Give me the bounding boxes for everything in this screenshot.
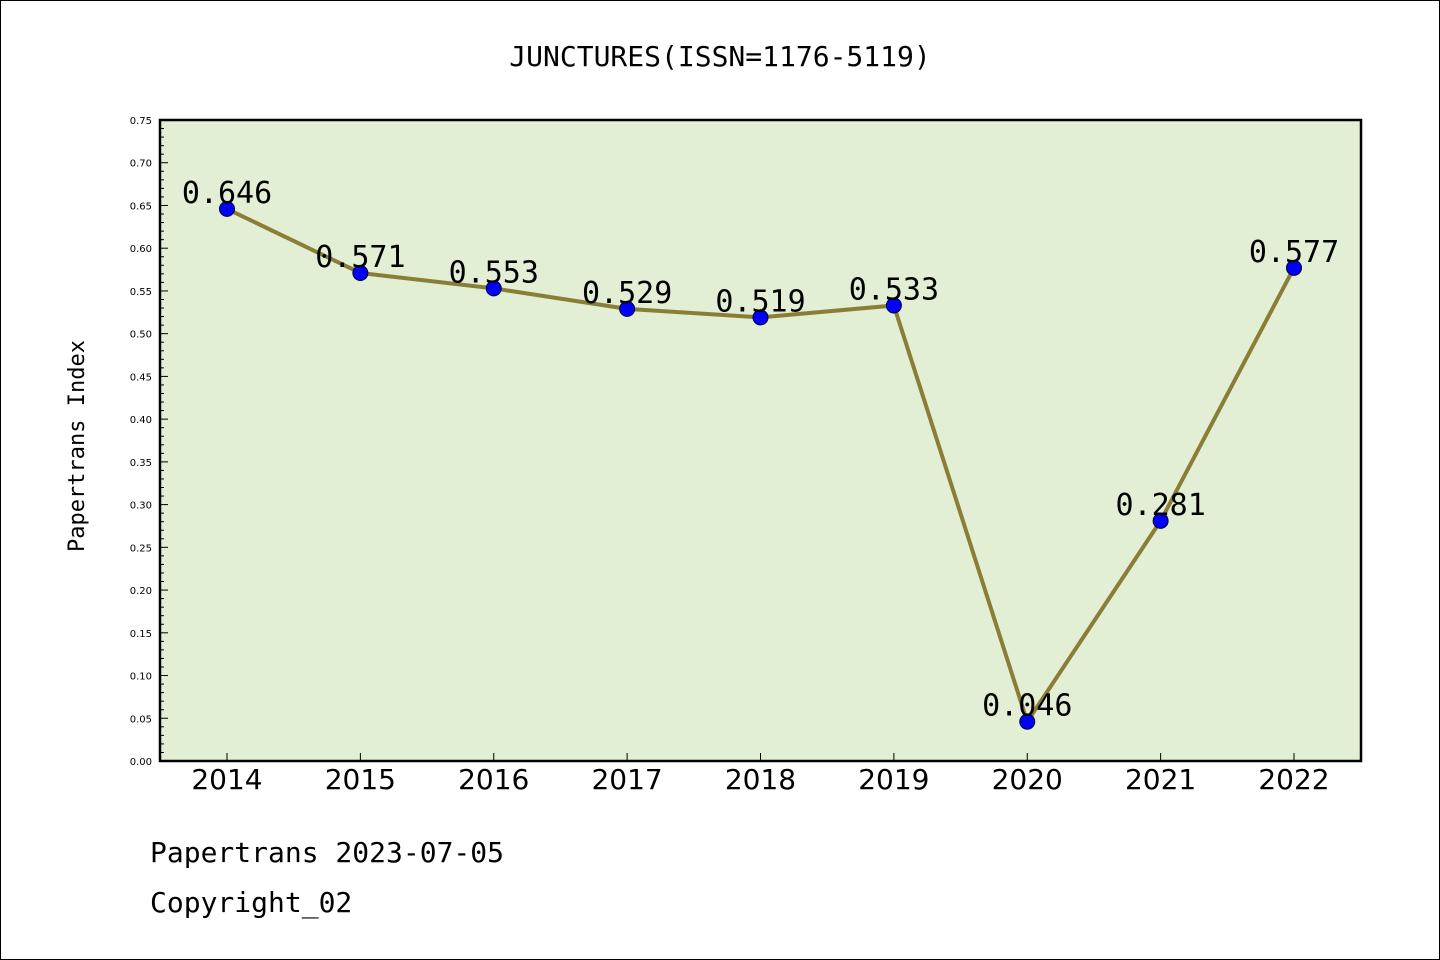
data-label-2015: 0.571: [315, 240, 405, 275]
y-tick-label: 0.40: [130, 415, 152, 426]
x-tick-label: 2019: [858, 763, 929, 796]
data-label-2017: 0.529: [582, 276, 672, 311]
data-point-2016: [485, 280, 502, 297]
data-label-2020: 0.046: [982, 689, 1072, 724]
y-tick-label: 0.65: [130, 201, 152, 212]
y-tick-label: 0.45: [130, 372, 152, 383]
data-label-2022: 0.577: [1249, 235, 1339, 270]
y-tick-label: 0.30: [130, 501, 152, 512]
data-point-2019: [885, 297, 902, 314]
y-tick-label: 0.35: [130, 458, 152, 469]
y-tick-label: 0.20: [130, 586, 152, 597]
footer-copyright-text: Copyright_02: [150, 886, 353, 919]
data-point-2015: [352, 264, 369, 281]
y-tick-label: 0.10: [130, 672, 152, 683]
y-tick-label: 0.00: [130, 757, 152, 768]
data-label-2019: 0.533: [849, 272, 939, 307]
y-axis-label: Papertrans Index: [65, 340, 90, 552]
data-label-2016: 0.553: [449, 255, 539, 290]
y-tick-label: 0.15: [130, 629, 152, 640]
data-label-2014: 0.646: [182, 176, 272, 211]
data-point-2021: [1152, 512, 1169, 529]
y-tick-label: 0.05: [130, 714, 152, 725]
y-tick-label: 0.25: [130, 543, 152, 554]
data-point-2014: [219, 200, 235, 217]
y-tick-label: 0.60: [130, 244, 152, 255]
y-tick-label: 0.75: [130, 116, 152, 127]
data-labels: 0.646 0.571 0.553 0.529 0.519 0.533 0.046 0.281…: [182, 176, 1339, 724]
data-label-2018: 0.519: [715, 284, 805, 319]
y-axis: 0.00 0.05 0.10 0.15 0.20 0.25 0.30 0.35 0.40 0.45…: [130, 116, 168, 768]
chart-title: JUNCTURES(ISSN=1176-5119): [509, 40, 930, 73]
data-point-2022: [1286, 259, 1302, 276]
x-tick-label: 2021: [1125, 763, 1196, 796]
data-label-2021: 0.281: [1115, 488, 1205, 523]
x-tick-label: 2014: [191, 763, 262, 796]
x-tick-label: 2016: [458, 763, 529, 796]
y-tick-label: 0.70: [130, 159, 152, 170]
y-tick-label: 0.50: [130, 330, 152, 341]
x-tick-label: 2015: [325, 763, 396, 796]
x-tick-label: 2018: [725, 763, 796, 796]
x-tick-label: 2017: [591, 763, 662, 796]
y-tick-label: 0.55: [130, 287, 152, 298]
footer-date-text: Papertrans 2023-07-05: [150, 836, 505, 869]
data-point-2018: [752, 309, 769, 326]
series-layer: [219, 200, 1302, 730]
x-tick-label: 2022: [1258, 763, 1329, 796]
x-axis: 2014 2015 2016 2017 2018 2019 2020 2021 2022: [191, 753, 1330, 796]
data-point-2020: [1019, 713, 1036, 730]
plot-area: [158, 118, 1363, 763]
x-tick-label: 2020: [992, 763, 1063, 796]
data-point-2017: [619, 300, 636, 317]
